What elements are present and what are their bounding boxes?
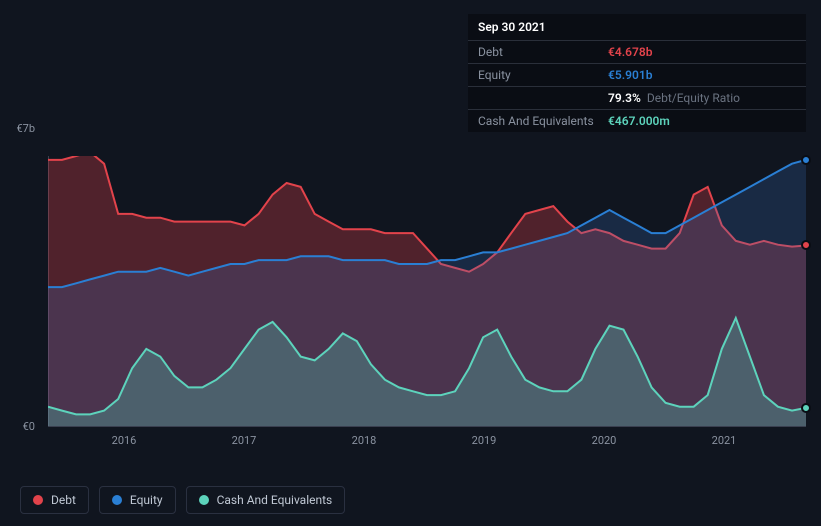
tooltip-row-label: Debt [478,45,608,59]
x-tick: 2016 [112,434,137,447]
legend-item-debt[interactable]: Debt [20,486,89,514]
series-end-dot [801,403,811,413]
x-tick: 2019 [472,434,497,447]
legend-item-equity[interactable]: Equity [99,486,176,514]
y-tick-min: €0 [0,420,35,433]
tooltip-row: Equity€5.901b [468,64,806,87]
tooltip-date: Sep 30 2021 [468,14,806,41]
legend-label: Cash And Equivalents [217,493,333,507]
tooltip-row-value: €467.000m [608,114,670,128]
plot-area[interactable] [48,156,806,426]
tooltip-row-value: €5.901b [608,68,652,82]
tooltip-row: Debt€4.678b [468,41,806,64]
tooltip-row-label [478,91,608,105]
x-axis: 2016 2017 2018 2019 2020 2021 [48,434,806,454]
tooltip-row-value: €4.678b [608,45,652,59]
y-tick-max: €7b [0,122,35,135]
series-end-dot [801,240,811,250]
x-tick: 2021 [712,434,737,447]
tooltip-row-value: 79.3%Debt/Equity Ratio [608,91,740,105]
chart-legend: Debt Equity Cash And Equivalents [20,486,345,514]
x-tick: 2020 [592,434,617,447]
tooltip-row: 79.3%Debt/Equity Ratio [468,87,806,110]
debt-equity-chart: €7b €0 2016 2017 2018 2019 2020 2021 [0,116,821,476]
tooltip-row-label: Equity [478,68,608,82]
tooltip-row-label: Cash And Equivalents [478,114,608,128]
x-tick: 2018 [352,434,377,447]
x-tick: 2017 [232,434,257,447]
legend-dot-icon [199,495,209,505]
legend-label: Equity [130,493,163,507]
tooltip-rows: Debt€4.678bEquity€5.901b79.3%Debt/Equity… [468,41,806,132]
legend-dot-icon [33,495,43,505]
chart-svg [48,156,806,426]
legend-label: Debt [51,493,76,507]
legend-item-cash-and-equivalents[interactable]: Cash And Equivalents [186,486,346,514]
series-end-dot [801,155,811,165]
tooltip-row-extra: Debt/Equity Ratio [647,91,740,105]
legend-dot-icon [112,495,122,505]
tooltip-row: Cash And Equivalents€467.000m [468,110,806,132]
chart-tooltip: Sep 30 2021 Debt€4.678bEquity€5.901b79.3… [468,14,806,132]
x-axis-line [48,426,806,427]
